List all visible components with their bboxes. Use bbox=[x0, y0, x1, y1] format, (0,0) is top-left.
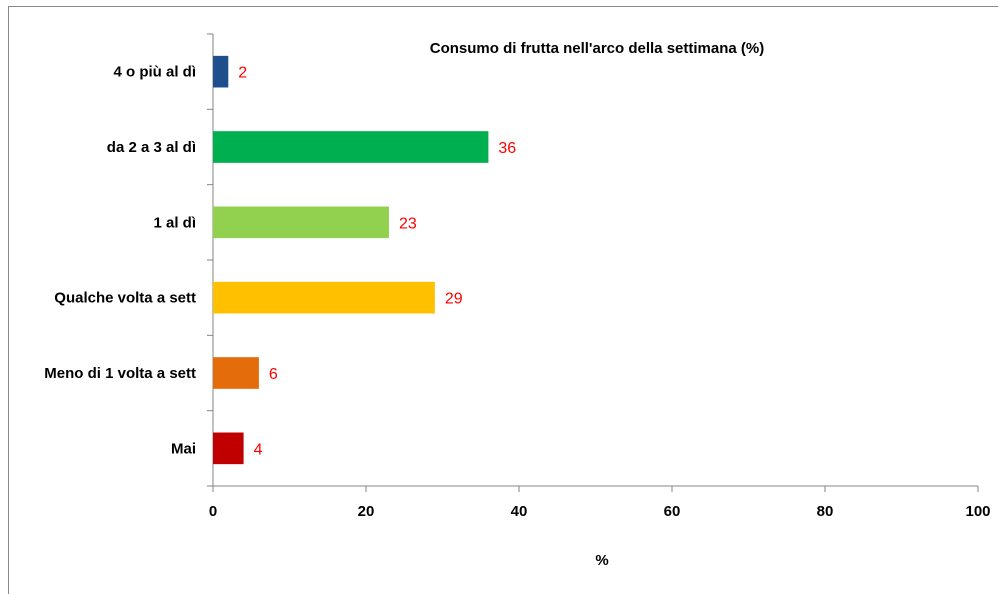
value-tick-label: 60 bbox=[664, 503, 681, 520]
bar-data-label: 6 bbox=[269, 366, 278, 383]
bar bbox=[213, 432, 244, 465]
chart-title: Consumo di frutta nell'arco della settim… bbox=[430, 40, 764, 57]
category-label: Qualche volta a sett bbox=[54, 290, 196, 307]
value-axis: 0 20 40 60 80 100 bbox=[209, 485, 991, 520]
chart-frame bbox=[8, 6, 998, 594]
bar bbox=[213, 55, 229, 88]
category-label: Meno di 1 volta a sett bbox=[44, 365, 196, 382]
x-axis-title: % bbox=[595, 552, 608, 569]
value-tick-label: 80 bbox=[817, 503, 834, 520]
bar bbox=[213, 281, 435, 314]
bar-data-label: 29 bbox=[445, 291, 463, 308]
bar-data-label: 23 bbox=[399, 215, 417, 232]
category-label: da 2 a 3 al dì bbox=[107, 139, 196, 156]
bar bbox=[213, 206, 389, 239]
bar bbox=[213, 357, 259, 389]
category-label: 1 al dì bbox=[153, 214, 196, 231]
category-label: 4 o più al dì bbox=[113, 64, 196, 81]
category-axis: 4 o più al dì da 2 a 3 al dì 1 al dì Qualch… bbox=[44, 33, 214, 487]
data-labels: 2 36 23 29 6 4 bbox=[238, 65, 516, 459]
category-label: Mai bbox=[171, 440, 196, 457]
bar-data-label: 36 bbox=[498, 140, 516, 157]
bar-data-label: 2 bbox=[238, 65, 247, 82]
value-tick-label: 40 bbox=[511, 503, 528, 520]
bar-data-label: 4 bbox=[254, 441, 263, 458]
bars bbox=[213, 55, 489, 465]
bar bbox=[213, 131, 489, 163]
value-tick-label: 20 bbox=[358, 503, 375, 520]
value-tick-label: 100 bbox=[965, 503, 990, 520]
value-tick-label: 0 bbox=[209, 503, 217, 520]
